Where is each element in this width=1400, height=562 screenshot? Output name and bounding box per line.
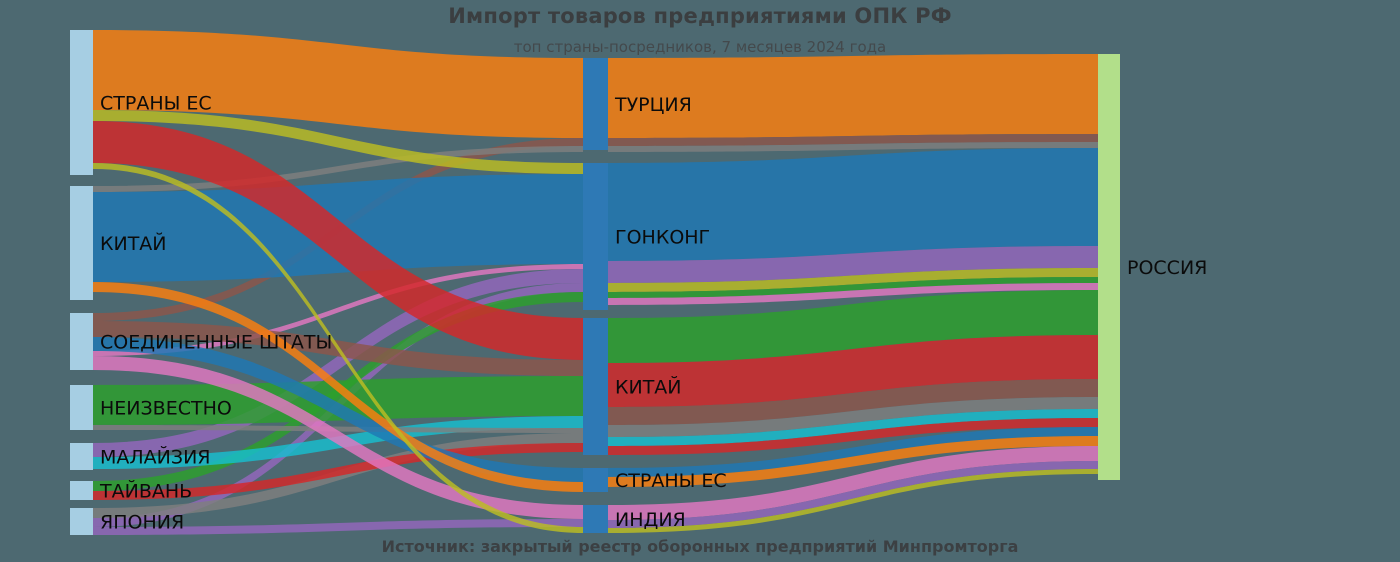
node-hongkong[interactable] (583, 163, 608, 310)
flow-turkey-russia-orange[interactable] (608, 54, 1098, 138)
flow-eu_src-turkey-orange[interactable] (93, 30, 583, 138)
node-label-unknown_src: НЕИЗВЕСТНО (100, 398, 232, 420)
node-label-taiwan_src: ТАЙВАНЬ (99, 480, 192, 503)
flow-india-russia-pink[interactable] (608, 446, 1098, 520)
node-taiwan_src[interactable] (70, 481, 93, 500)
node-india[interactable] (583, 505, 608, 533)
node-unknown_src[interactable] (70, 385, 93, 430)
flow-usa_src-india-pink[interactable] (93, 356, 583, 519)
chart-title: Импорт товаров предприятиями ОПК РФ (448, 4, 952, 28)
node-malaysia_src[interactable] (70, 443, 93, 470)
flow-malaysia_src-hongkong-purple[interactable] (93, 269, 583, 457)
flow-china_mid-russia-green[interactable] (608, 290, 1098, 363)
node-label-turkey: ТУРЦИЯ (614, 94, 692, 116)
node-label-hongkong: ГОНКОНГ (615, 227, 710, 249)
flow-china_mid-russia-red[interactable] (608, 418, 1098, 455)
node-label-russia: РОССИЯ (1127, 257, 1207, 279)
node-russia[interactable] (1098, 54, 1120, 480)
chart-subtitle: топ страны-посредников, 7 месяцев 2024 г… (513, 38, 887, 56)
flow-india-russia-olive[interactable] (608, 469, 1098, 533)
node-turkey[interactable] (583, 58, 608, 150)
flow-hongkong-russia-blue[interactable] (608, 148, 1098, 261)
flow-japan_src-india-purple[interactable] (93, 519, 583, 535)
node-label-china_src: КИТАЙ (100, 232, 167, 255)
flow-china_mid-russia-brown[interactable] (608, 379, 1098, 425)
flow-eu_src-china_mid-red[interactable] (93, 121, 583, 360)
flow-china_src-eu_mid-orange[interactable] (93, 282, 583, 492)
flow-eu_src-hongkong-olive[interactable] (93, 110, 583, 174)
source-note: Источник: закрытый реестр оборонных пред… (381, 537, 1019, 556)
flow-eu_src-india-olive[interactable] (93, 163, 583, 533)
flow-taiwan_src-china_mid-red[interactable] (93, 443, 583, 500)
node-label-eu_src: СТРАНЫ ЕС (100, 93, 212, 115)
node-china_mid[interactable] (583, 318, 608, 455)
flow-eu_mid-russia-orange[interactable] (608, 436, 1098, 487)
flow-hongkong-russia-purple[interactable] (608, 246, 1098, 283)
node-label-eu_mid: СТРАНЫ ЕС (615, 470, 727, 492)
node-eu_mid[interactable] (583, 468, 608, 492)
node-label-malaysia_src: МАЛАЙЗИЯ (100, 446, 210, 469)
flow-china_mid-russia-red[interactable] (608, 335, 1098, 407)
node-label-usa_src: СОЕДИНЕННЫЕ ШТАТЫ (100, 332, 332, 354)
flow-china_src-turkey-gray[interactable] (93, 146, 583, 192)
labels-layer: СТРАНЫ ЕС КИТАЙ СОЕДИНЕННЫЕ ШТАТЫ НЕИЗВЕСТН… (99, 93, 1207, 534)
node-usa_src[interactable] (70, 313, 93, 370)
flow-usa_src-hongkong-pink[interactable] (93, 264, 583, 356)
flow-unknown_src-china_mid-gray[interactable] (93, 425, 583, 433)
flow-hongkong-russia-pink[interactable] (608, 283, 1098, 305)
flow-usa_src-eu_mid-blue[interactable] (93, 337, 583, 482)
node-japan_src[interactable] (70, 508, 93, 535)
flow-china_mid-russia-cyan[interactable] (608, 409, 1098, 446)
flow-india-russia-purple[interactable] (608, 461, 1098, 528)
flow-hongkong-russia-olive[interactable] (608, 268, 1098, 292)
flows-layer (93, 30, 1098, 535)
flow-turkey-russia-brown[interactable] (608, 134, 1098, 146)
node-china_src[interactable] (70, 186, 93, 300)
flow-turkey-russia-gray[interactable] (608, 142, 1098, 152)
node-label-india: ИНДИЯ (615, 509, 686, 531)
flow-china_mid-russia-gray[interactable] (608, 397, 1098, 437)
flow-hongkong-russia-green[interactable] (608, 277, 1098, 298)
flow-eu_mid-russia-blue[interactable] (608, 427, 1098, 477)
node-eu_src[interactable] (70, 30, 93, 175)
nodes-layer (70, 30, 1120, 535)
node-label-japan_src: ЯПОНИЯ (100, 512, 184, 534)
node-label-china_mid: КИТАЙ (615, 376, 682, 399)
flow-unknown_src-china_mid-green[interactable] (93, 376, 583, 425)
